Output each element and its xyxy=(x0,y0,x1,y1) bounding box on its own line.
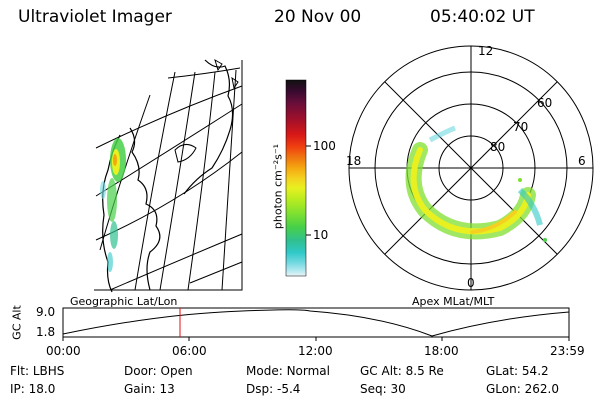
param-value: 262.0 xyxy=(524,382,559,396)
param-value: Open xyxy=(160,364,193,378)
param-value: 13 xyxy=(159,382,175,396)
param-value: 18.0 xyxy=(28,382,56,396)
instrument-title: Ultraviolet Imager xyxy=(18,7,172,27)
param-value: -5.4 xyxy=(276,382,301,396)
left-panel-label: Geographic Lat/Lon xyxy=(70,295,178,308)
mlt-label-18: 18 xyxy=(346,154,362,168)
param-gain: Gain: 13 xyxy=(124,382,175,396)
orbit-xtick-4: 23:59 xyxy=(550,344,585,358)
param-key: IP: xyxy=(10,382,25,396)
param-key: Gain: xyxy=(124,382,156,396)
param-key: Flt: xyxy=(10,364,29,378)
orbit-ylabel: GC Alt xyxy=(10,305,24,340)
param-value: 8.5 Re xyxy=(405,364,444,378)
param-mode: Mode: Normal xyxy=(246,364,330,378)
param-value: 54.2 xyxy=(521,364,549,378)
colorbar-tick-100: 100 xyxy=(313,139,336,153)
image-date: 20 Nov 00 xyxy=(274,7,362,27)
param-filter: Flt: LBHS xyxy=(10,364,64,378)
param-value: 30 xyxy=(390,382,406,396)
param-value: LBHS xyxy=(32,364,65,378)
orbit-ytick-high: 9.0 xyxy=(36,305,56,319)
mlt-label-6: 6 xyxy=(578,154,586,168)
param-ip: IP: 18.0 xyxy=(10,382,55,396)
param-value: Normal xyxy=(286,364,330,378)
param-key: Door: xyxy=(124,364,157,378)
lat-label-80: 80 xyxy=(490,140,506,154)
param-key: GC Alt: xyxy=(360,364,402,378)
param-dsp: Dsp: -5.4 xyxy=(246,382,300,396)
orbit-xtick-1: 06:00 xyxy=(172,344,207,358)
lat-label-70: 70 xyxy=(513,120,529,134)
orbit-xtick-3: 18:00 xyxy=(424,344,459,358)
param-seq: Seq: 30 xyxy=(360,382,406,396)
param-glat: GLat: 54.2 xyxy=(486,364,549,378)
param-key: GLon: xyxy=(486,382,521,396)
param-gc-alt: GC Alt: 8.5 Re xyxy=(360,364,444,378)
orbit-xtick-0: 00:00 xyxy=(46,344,81,358)
mlt-label-0: 0 xyxy=(467,276,475,290)
param-key: Seq: xyxy=(360,382,387,396)
right-panel-label: Apex MLat/MLT xyxy=(412,295,495,308)
param-key: Mode: xyxy=(246,364,283,378)
lat-label-60: 60 xyxy=(537,96,553,110)
param-glon: GLon: 262.0 xyxy=(486,382,559,396)
param-door: Door: Open xyxy=(124,364,193,378)
orbit-ytick-low: 1.8 xyxy=(36,325,56,339)
image-time: 05:40:02 UT xyxy=(430,7,535,27)
param-key: GLat: xyxy=(486,364,519,378)
orbit-xtick-2: 12:00 xyxy=(298,344,333,358)
colorbar-tick-10: 10 xyxy=(313,228,329,242)
mlt-label-12: 12 xyxy=(478,44,494,58)
param-key: Dsp: xyxy=(246,382,274,396)
